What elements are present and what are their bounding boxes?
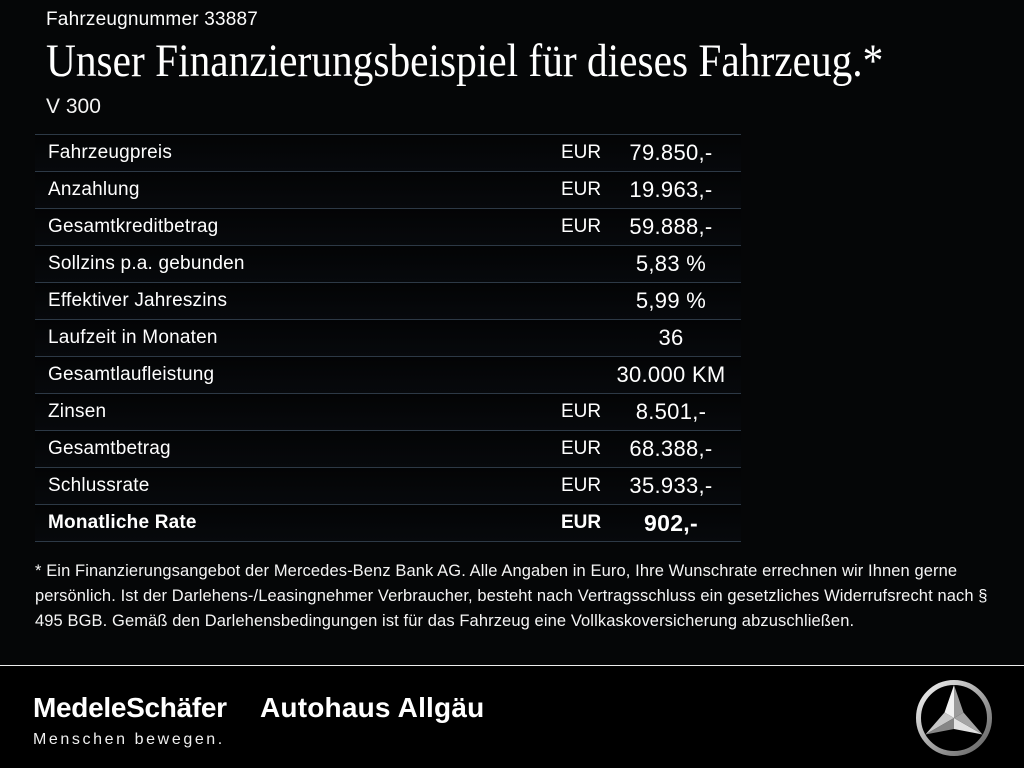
row-label: Gesamtbetrag [48,438,171,459]
row-currency: EUR [561,179,602,200]
financing-table: Fahrzeugpreis EUR 79.850,- Anzahlung EUR… [35,134,741,542]
row-currency: EUR [561,401,602,422]
row-label: Fahrzeugpreis [48,142,173,163]
table-row: Anzahlung EUR 19.963,- [35,172,741,208]
row-currency: EUR [561,512,602,533]
table-row: Gesamtkreditbetrag EUR 59.888,- [35,209,741,245]
table-separator [35,393,741,394]
mercedes-benz-star-icon [916,680,992,756]
dealer-primary-name: MedeleSchäfer [33,692,227,723]
row-value: 902,- [644,509,698,536]
dealer-primary-logo: MedeleSchäfer Menschen bewegen. [33,692,227,749]
row-label: Effektiver Jahreszins [48,290,228,311]
legal-footnote: * Ein Finanzierungsangebot der Mercedes-… [35,562,988,630]
row-label: Zinsen [48,401,107,422]
table-row: Gesamtbetrag EUR 68.388,- [35,431,741,467]
table-separator [35,467,741,468]
row-value: 35.933,- [629,473,713,498]
table-separator [35,208,741,209]
row-value: 8.501,- [635,399,707,424]
row-currency: EUR [561,142,602,163]
row-value: 19.963,- [629,177,713,202]
table-separator [35,356,741,357]
row-value: 5,99 % [635,288,707,313]
table-separator [35,134,741,135]
table-separator [35,504,741,505]
row-currency: EUR [561,216,602,237]
dealer-secondary-logo: Autohaus Allgäu [260,692,485,723]
table-row: Schlussrate EUR 35.933,- [35,468,741,504]
row-value: 59.888,- [629,214,713,239]
dealer-primary-tagline: Menschen bewegen. [33,731,225,748]
table-row: Fahrzeugpreis EUR 79.850,- [35,135,741,171]
content-area: Fahrzeugnummer 33887 Unser Finanzierungs… [35,9,988,630]
row-label: Sollzins p.a. gebunden [48,253,245,274]
row-currency: EUR [561,475,602,496]
row-label: Schlussrate [48,475,150,496]
table-separator [35,430,741,431]
table-separator [35,171,741,172]
table-separator [35,245,741,246]
vehicle-number: Fahrzeugnummer 33887 [46,9,259,30]
table-row: Effektiver Jahreszins 5,99 % [35,283,741,319]
table-separator [35,541,741,542]
row-label: Gesamtlaufleistung [48,364,215,385]
row-value: 68.388,- [629,436,713,461]
row-value: 79.850,- [629,140,713,165]
table-row-monthly-rate: Monatliche Rate EUR 902,- [35,505,741,541]
table-row: Laufzeit in Monaten 36 [35,320,741,356]
row-label: Monatliche Rate [48,512,197,533]
table-row: Gesamtlaufleistung 30.000 KM [35,357,741,393]
row-label: Laufzeit in Monaten [48,327,218,348]
table-separator [35,319,741,320]
row-label: Gesamtkreditbetrag [48,216,219,237]
table-separator [35,282,741,283]
page-title: Unser Finanzierungsbeispiel für dieses F… [46,35,884,87]
row-currency: EUR [561,438,602,459]
footer-bar: MedeleSchäfer Menschen bewegen. Autohaus… [0,665,1024,768]
row-label: Anzahlung [48,179,140,200]
table-row: Zinsen EUR 8.501,- [35,394,741,430]
table-row: Sollzins p.a. gebunden 5,83 % [35,246,741,282]
row-value: 36 [658,325,684,350]
row-value: 5,83 % [635,251,707,276]
row-value: 30.000 KM [616,362,726,387]
vehicle-model: V 300 [46,95,101,118]
